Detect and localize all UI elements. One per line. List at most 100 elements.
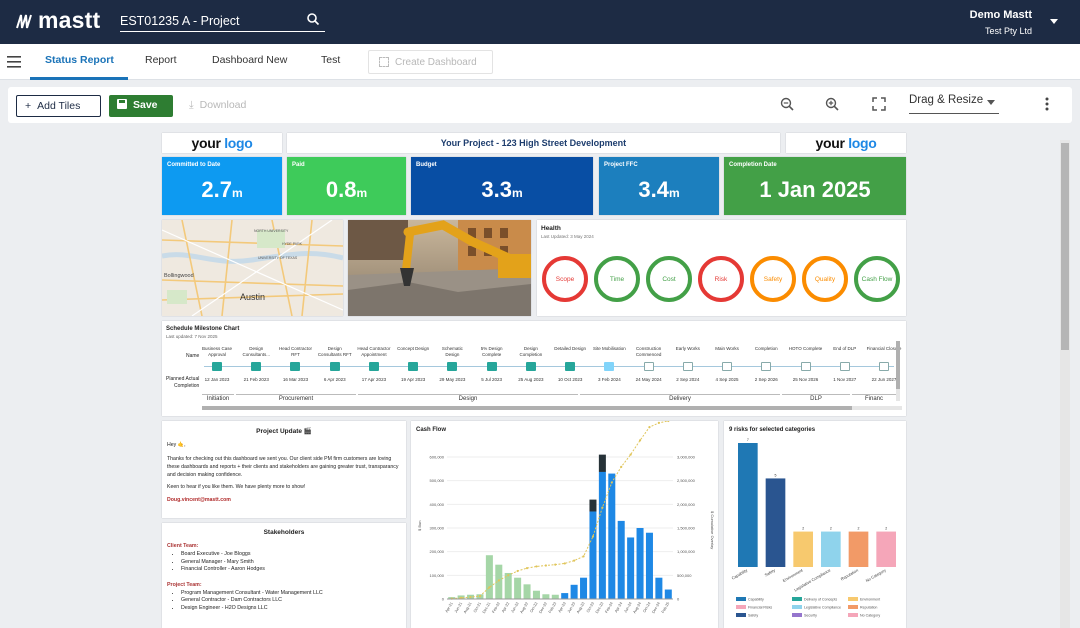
- milestone-date: 4 Sep 2025: [715, 377, 739, 382]
- kpi-paid[interactable]: Paid 0.8m: [287, 157, 406, 215]
- site-photo-tile[interactable]: [348, 220, 531, 316]
- health-indicator-time[interactable]: Time: [594, 256, 640, 302]
- milestone-marker[interactable]: [329, 362, 340, 371]
- project-update-greeting: Hey 🤙,: [167, 442, 186, 448]
- project-selector[interactable]: EST01235 A - Project: [120, 10, 325, 32]
- risk-category-label: No Category: [865, 568, 887, 584]
- health-indicator-cash-flow[interactable]: Cash Flow: [854, 256, 900, 302]
- cash-flow-title: Cash Flow: [416, 427, 447, 433]
- milestone-name: Business Case Approval: [201, 346, 232, 357]
- milestone-date: 19 Apr 2023: [401, 377, 426, 382]
- milestone-marker[interactable]: [839, 362, 850, 371]
- cash-flow-bar-segment: [589, 499, 597, 512]
- row-label-name: Name: [186, 353, 200, 359]
- health-indicator-scope[interactable]: Scope: [542, 256, 588, 302]
- map-image: [162, 220, 343, 316]
- y-axis-label: $ Bun: [417, 521, 422, 531]
- tab-test[interactable]: Test: [321, 54, 341, 66]
- save-button[interactable]: Save: [109, 95, 173, 117]
- milestone-marker[interactable]: [565, 362, 576, 371]
- milestone-marker[interactable]: [290, 362, 301, 371]
- risk-category-label: Reputation: [840, 568, 859, 582]
- y-tick-label: 0: [442, 597, 445, 602]
- risks-tile[interactable]: 9 risks for selected categories 7 Capabil…: [724, 421, 906, 628]
- milestone-marker[interactable]: [486, 362, 497, 371]
- milestone-marker[interactable]: [251, 362, 262, 371]
- logo-tile-left[interactable]: your logo: [162, 133, 282, 153]
- cash-flow-tile[interactable]: Cash Flow 0 100,000 200,000 300,000 400,000 5…: [411, 421, 718, 628]
- health-tile[interactable]: Health Last Updated: 3 May 2024 Scope Ti…: [537, 220, 906, 316]
- logo-text: mastt: [38, 7, 101, 33]
- milestone-date: 2 Sep 2024: [676, 377, 700, 382]
- mastt-logo[interactable]: mastt: [14, 7, 100, 34]
- kpi-completion-date[interactable]: Completion Date 1 Jan 2025: [724, 157, 906, 215]
- milestone-name: Completion: [754, 346, 778, 351]
- page-scrollbar-track[interactable]: [1060, 140, 1070, 628]
- milestone-marker[interactable]: [447, 362, 458, 371]
- legend-swatch: [792, 605, 802, 609]
- kpi-label: Committed to Date: [167, 162, 221, 168]
- tab-dashboard-new[interactable]: Dashboard New: [212, 54, 288, 66]
- user-menu[interactable]: Demo Mastt Test Pty Ltd: [970, 9, 1032, 36]
- mode-select[interactable]: Drag & Resize: [909, 94, 999, 114]
- zoom-in-icon[interactable]: [825, 97, 839, 111]
- contact-email[interactable]: Doug.vincent@mastt.com: [167, 497, 231, 504]
- project-title-tile[interactable]: Your Project - 123 High Street Developme…: [287, 133, 780, 153]
- page-scrollbar-thumb[interactable]: [1061, 143, 1069, 350]
- stakeholders-tile[interactable]: Stakeholders Client Team: Board Executiv…: [162, 523, 406, 628]
- cumulative-point: [620, 465, 623, 468]
- milestone-date: 25 Nov 2026: [792, 377, 819, 382]
- kpi-committed-to-date[interactable]: Committed to Date 2.7m: [162, 157, 282, 215]
- save-icon: [117, 99, 127, 109]
- milestone-marker[interactable]: [368, 362, 379, 371]
- milestone-name: Head Contractor Appointment: [357, 346, 391, 357]
- logo-tile-right[interactable]: your logo: [786, 133, 906, 153]
- map-label-city: Austin: [240, 292, 266, 302]
- milestone-marker[interactable]: [525, 362, 536, 371]
- project-update-tile[interactable]: Project Update 🎬 Hey 🤙, Thanks for check…: [162, 421, 406, 518]
- cumulative-point: [525, 566, 529, 570]
- vertical-scrollbar[interactable]: [896, 341, 900, 401]
- project-team-heading: Project Team:: [167, 582, 202, 589]
- y2-tick-label: 500,000: [677, 573, 692, 578]
- milestone-marker[interactable]: [212, 362, 222, 371]
- health-indicator-quality[interactable]: Quality: [802, 256, 848, 302]
- milestone-marker[interactable]: [800, 362, 811, 371]
- milestone-marker[interactable]: [643, 362, 654, 371]
- x-tick-label: Aug-23: [576, 602, 586, 615]
- create-dashboard-button[interactable]: Create Dashboard: [368, 50, 493, 74]
- schedule-milestone-tile[interactable]: Schedule Milestone Chart Last updated: 7…: [162, 321, 906, 416]
- milestone-marker[interactable]: [604, 362, 615, 371]
- milestone-marker[interactable]: [408, 362, 419, 371]
- list-item: Program Management Consultant - Water Ma…: [181, 590, 401, 598]
- cash-flow-bar: [598, 471, 606, 599]
- add-tiles-button[interactable]: + Add Tiles: [16, 95, 101, 117]
- health-indicator-cost[interactable]: Cost: [646, 256, 692, 302]
- search-icon[interactable]: [306, 12, 320, 26]
- milestone-marker[interactable]: [682, 362, 693, 371]
- more-options-icon[interactable]: [1045, 97, 1049, 111]
- milestone-marker[interactable]: [722, 362, 733, 371]
- tab-status-report[interactable]: Status Report: [45, 54, 114, 66]
- tab-report[interactable]: Report: [145, 54, 177, 66]
- company-name: Test Pty Ltd: [984, 26, 1032, 36]
- map-tile[interactable]: NORTH UNIVERSITY HYDE PARK UNIVERSITY OF…: [162, 220, 343, 316]
- milestone-marker[interactable]: [879, 362, 889, 371]
- health-indicator-safety[interactable]: Safety: [750, 256, 796, 302]
- fullscreen-icon[interactable]: [872, 97, 886, 111]
- kpi-number: 0.8: [325, 177, 357, 202]
- kpi-project-ffc[interactable]: Project FFC 3.4m: [599, 157, 719, 215]
- user-dropdown-icon[interactable]: [1050, 19, 1058, 24]
- milestone-marker[interactable]: [761, 362, 772, 371]
- health-indicator-risk[interactable]: Risk: [698, 256, 744, 302]
- hamburger-menu-icon[interactable]: [7, 56, 21, 68]
- cumulative-point: [601, 506, 604, 509]
- horizontal-scrollbar[interactable]: [202, 406, 902, 410]
- download-button[interactable]: ⤓ Download: [181, 95, 269, 117]
- milestone-name: HOTO Complete: [788, 346, 823, 351]
- kpi-budget[interactable]: Budget 3.3m: [411, 157, 593, 215]
- zoom-out-icon[interactable]: [780, 97, 794, 111]
- milestone-date: 1 Nov 2027: [833, 377, 857, 382]
- x-tick-label: Dec-21: [482, 602, 492, 615]
- active-tab-indicator: [30, 77, 128, 80]
